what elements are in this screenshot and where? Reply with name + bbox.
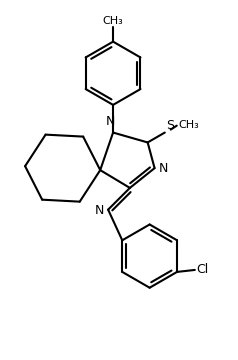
Text: Cl: Cl xyxy=(196,264,208,276)
Text: CH₃: CH₃ xyxy=(179,120,199,130)
Text: N: N xyxy=(94,204,104,217)
Text: S: S xyxy=(166,118,174,131)
Text: N: N xyxy=(105,114,115,127)
Text: CH₃: CH₃ xyxy=(103,16,124,26)
Text: N: N xyxy=(159,162,168,175)
